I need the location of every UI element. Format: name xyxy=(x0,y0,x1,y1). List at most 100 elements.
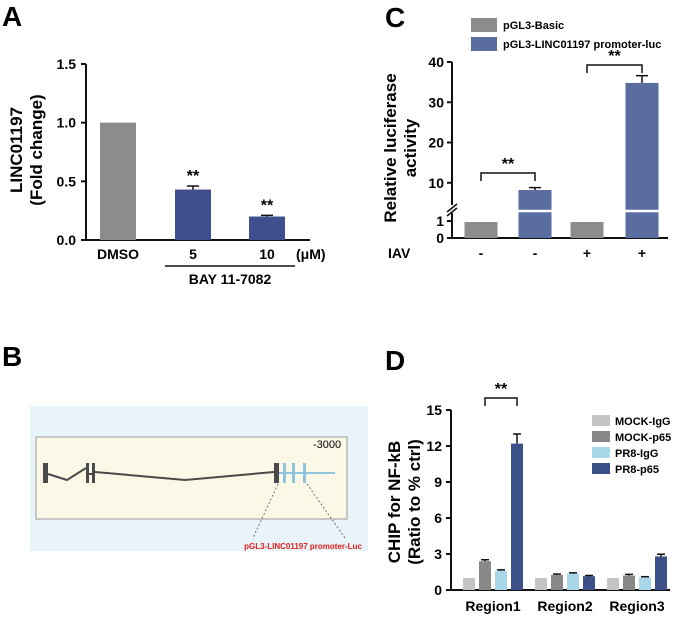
chart-panel-c: 01 10 20 30 40 - - + + IAV ** ** pGL3-Basic pGL3-LINC… xyxy=(381,18,668,261)
promoter-position-label: -3000 xyxy=(313,439,341,451)
d-bar xyxy=(495,570,507,590)
d-bar xyxy=(639,577,651,590)
c-x-tick-label: - xyxy=(479,245,484,261)
c-y-tick-label: 20 xyxy=(428,135,444,151)
c-y-axis-title-line-1: Relative luciferase xyxy=(381,73,400,222)
c-x-axis-title: IAV xyxy=(388,245,411,261)
c-y-axis-title: Relative luciferaseactivity xyxy=(381,73,420,222)
a-y-axis-title-line-2: (Fold change) xyxy=(27,94,46,205)
a-significance: ** xyxy=(187,168,200,185)
c-bar xyxy=(518,190,552,238)
panel-label-b: B xyxy=(2,341,22,372)
d-bar xyxy=(511,443,523,590)
d-legend-label: PR8-IgG xyxy=(615,448,658,460)
d-y-axis-title-line-2: (Ratio to % ctrl) xyxy=(405,439,424,565)
a-significance: ** xyxy=(261,197,274,214)
intron-3 xyxy=(94,471,275,482)
c-bar xyxy=(570,222,604,238)
callout-line-left xyxy=(252,483,279,539)
c-bar xyxy=(625,82,659,238)
d-significance-bracket xyxy=(484,397,518,406)
d-bar xyxy=(479,561,491,590)
panel-label-a: A xyxy=(2,1,22,32)
d-bar xyxy=(535,578,547,590)
c-x-tick-label: + xyxy=(583,245,591,261)
d-legend-swatch xyxy=(592,463,610,474)
d-bar xyxy=(607,578,619,590)
c-significance-label: ** xyxy=(502,156,515,173)
d-significance-label: ** xyxy=(495,381,508,398)
diagram-box xyxy=(35,436,348,520)
a-group-label: BAY 11-7082 xyxy=(189,271,272,287)
d-legend-swatch xyxy=(592,447,610,458)
d-x-tick-label: Region3 xyxy=(609,598,664,614)
a-bar xyxy=(100,122,136,240)
d-legend-label: MOCK-p65 xyxy=(615,432,671,444)
a-x-tick-label: DMSO xyxy=(97,246,139,262)
chart-panel-a: 0.0 0.5 1.0 1.5 DMSO ** 5 ** 10 (μM) BAY 11-7082 LI… xyxy=(7,56,326,287)
d-legend-swatch xyxy=(592,431,610,442)
callout-line-right xyxy=(306,483,346,539)
d-y-axis-title: CHIP for NF-kB(Ratio to % ctrl) xyxy=(385,439,424,565)
d-y-tick-label: 12 xyxy=(426,438,442,454)
c-axis-break-2 xyxy=(446,207,458,217)
d-bar xyxy=(623,575,635,590)
d-y-tick-label: 3 xyxy=(434,546,442,562)
d-bar xyxy=(463,578,475,590)
c-x-tick-label: + xyxy=(638,245,646,261)
chart-panel-d: 0 3 6 9 12 15 Region1 Region2 Region3 ** MOCK-IgG M… xyxy=(385,381,671,614)
panel-label-d: D xyxy=(385,345,405,376)
d-bar xyxy=(655,556,667,590)
c-y-axis-title-line-2: activity xyxy=(401,118,420,177)
d-bar xyxy=(551,575,563,590)
c-y-tick-label: 0 xyxy=(436,230,444,246)
intron-1 xyxy=(47,467,87,482)
gene-structure-diagram: -3000 pGL3-LINC01197 promoter-Luc xyxy=(30,406,368,551)
c-y-tick-label: 30 xyxy=(428,94,444,110)
a-y-axis-title: LINC01197(Fold change) xyxy=(7,94,46,205)
a-unit-label: (μM) xyxy=(296,246,326,262)
d-bar xyxy=(567,573,579,590)
c-x-tick-label: - xyxy=(533,245,538,261)
promoter-mark-2 xyxy=(292,463,295,483)
c-axis-break-1 xyxy=(446,203,458,213)
a-y-tick-label: 1.0 xyxy=(57,115,77,131)
d-bar xyxy=(583,576,595,590)
c-legend-swatch xyxy=(471,18,497,32)
d-legend-swatch xyxy=(592,415,610,426)
c-legend-label: pGL3-Basic xyxy=(503,20,564,32)
a-y-tick-label: 0.5 xyxy=(57,173,77,189)
c-significance-bracket xyxy=(480,172,536,181)
c-y-tick-label: 10 xyxy=(428,175,444,191)
promoter-mark-1 xyxy=(283,463,286,483)
c-significance-bracket xyxy=(586,64,643,73)
d-x-tick-label: Region1 xyxy=(465,598,520,614)
d-y-tick-label: 15 xyxy=(426,402,442,418)
c-legend-label: pGL3-LINC01197 promoter-luc xyxy=(503,39,661,51)
exon-2b xyxy=(92,463,95,483)
d-y-tick-label: 0 xyxy=(434,582,442,598)
exon-1 xyxy=(43,463,48,483)
a-y-axis-title-line-1: LINC01197 xyxy=(7,107,26,193)
c-legend-swatch xyxy=(471,37,497,51)
d-legend-label: MOCK-IgG xyxy=(615,416,671,428)
c-significance-label: ** xyxy=(608,48,621,65)
exon-2a xyxy=(86,463,89,483)
d-legend-label: PR8-p65 xyxy=(615,464,659,476)
d-y-tick-label: 6 xyxy=(434,510,442,526)
panel-label-c: C xyxy=(385,2,405,33)
a-x-tick-label: 5 xyxy=(189,246,197,262)
d-y-axis-title-line-1: CHIP for NF-kB xyxy=(385,441,404,563)
a-y-tick-label: 1.5 xyxy=(57,56,77,72)
exon-3 xyxy=(274,463,279,483)
a-bar xyxy=(249,216,285,240)
d-x-tick-label: Region2 xyxy=(537,598,592,614)
a-x-tick-label: 10 xyxy=(259,246,275,262)
d-y-tick-label: 9 xyxy=(434,474,442,490)
c-bar xyxy=(464,222,498,238)
promoter-luc-label: pGL3-LINC01197 promoter-Luc xyxy=(244,542,362,551)
c-y-tick-label: 1 xyxy=(436,213,444,229)
promoter-mark-3 xyxy=(303,463,306,483)
a-y-tick-label: 0.0 xyxy=(57,232,77,248)
